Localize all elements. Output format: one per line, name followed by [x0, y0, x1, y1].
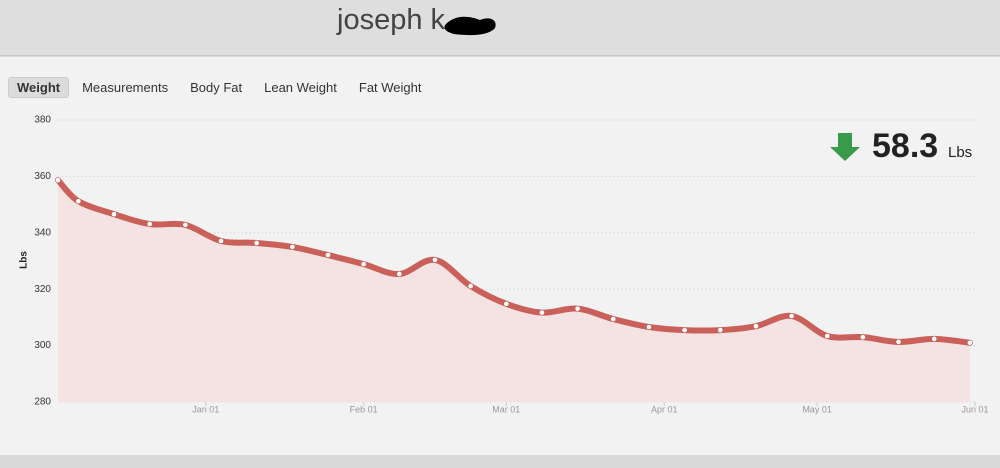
stat-value: 58.3 [872, 127, 938, 165]
y-tick-label: 360 [34, 171, 51, 182]
point [55, 177, 61, 183]
point [290, 244, 295, 250]
tab[interactable]: Fat Weight [358, 80, 422, 95]
y-tick-label: 300 [34, 340, 51, 351]
header: joseph k [0, 0, 1000, 56]
y-tick-label: 280 [34, 397, 51, 408]
stat-unit: Lbs [948, 144, 972, 161]
area [58, 180, 970, 402]
x-tick-label: Feb 01 [350, 404, 378, 414]
user-name: joseph k [337, 4, 446, 36]
x-tick-label: Mar 01 [492, 404, 520, 414]
tab[interactable]: Measurements [82, 80, 169, 95]
x-tick-label: Jan 01 [192, 404, 219, 414]
point [789, 313, 794, 319]
y-tick-label: 340 [34, 227, 51, 238]
point [682, 327, 687, 333]
point [896, 339, 901, 345]
point [931, 336, 937, 342]
redaction [444, 16, 496, 36]
point [504, 301, 509, 307]
y-tick-label: 380 [34, 115, 51, 126]
point [325, 252, 331, 258]
point [646, 324, 652, 330]
point [468, 283, 473, 289]
point [218, 238, 224, 244]
point [147, 221, 152, 227]
x-tick-label: May 01 [802, 404, 832, 414]
point [539, 310, 545, 315]
point [397, 271, 402, 277]
point [183, 222, 188, 228]
y-tick-label: 320 [34, 284, 51, 295]
point [254, 240, 259, 246]
point [824, 333, 830, 339]
y-axis-label: Lbs [19, 251, 30, 269]
point [361, 261, 366, 267]
tab[interactable]: Lean Weight [264, 80, 337, 95]
tab-bar: Weight Measurements Body Fat Lean Weight Fat… [8, 77, 431, 98]
point [717, 327, 723, 333]
point [111, 211, 117, 217]
point [76, 198, 81, 204]
tab[interactable]: Weight [8, 77, 70, 98]
down-arrow [830, 133, 860, 161]
x-tick-label: Jun 01 [961, 404, 988, 414]
point [860, 334, 866, 340]
point [575, 306, 580, 311]
point [432, 257, 438, 263]
point [967, 340, 973, 346]
tab[interactable]: Body Fat [190, 80, 243, 95]
point [610, 316, 616, 322]
point [753, 323, 759, 329]
x-tick-label: Apr 01 [651, 404, 678, 414]
